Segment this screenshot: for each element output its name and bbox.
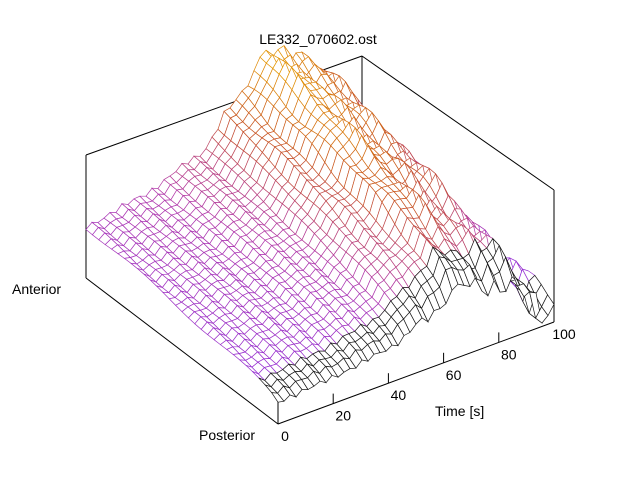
box-edge-left-bottom: [85, 277, 279, 425]
chart-title: LE332_070602.ost: [259, 31, 377, 47]
time-tick-label-0: 0: [281, 428, 289, 444]
time-tick-label-100: 100: [552, 326, 576, 342]
time-tick-label-60: 60: [446, 367, 462, 383]
box-edge-right-top: [361, 55, 555, 191]
surface-mesh: [85, 45, 555, 403]
posterior-label: Posterior: [199, 427, 255, 443]
time-tick-label-80: 80: [501, 346, 517, 362]
surface-cell: [541, 294, 555, 317]
time-tick-label-40: 40: [391, 387, 407, 403]
box-edge-front-bottom: [277, 321, 555, 425]
time-axis: 0 20 40 60 80 100: [277, 312, 576, 444]
time-tick-label-20: 20: [335, 408, 351, 424]
anterior-label: Anterior: [12, 281, 61, 297]
time-axis-label: Time [s]: [435, 403, 484, 419]
